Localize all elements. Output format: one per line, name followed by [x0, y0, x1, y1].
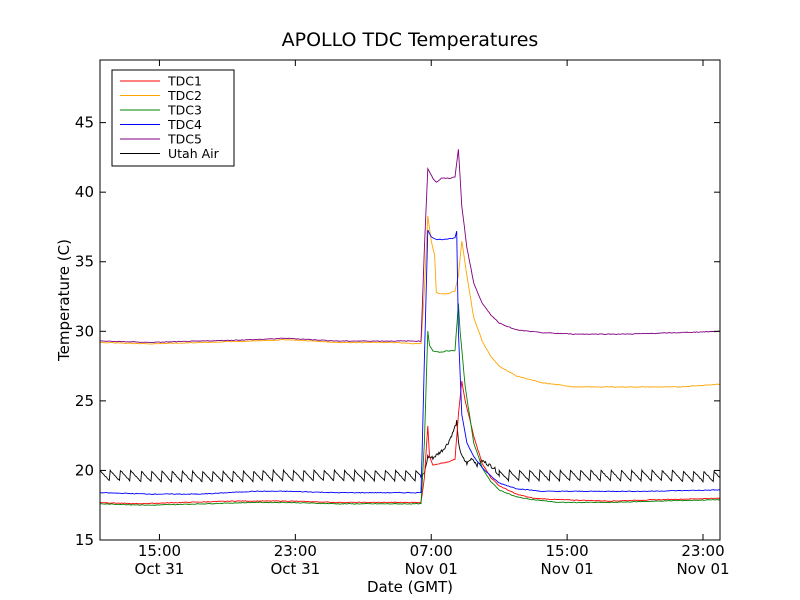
x-tick-label-date: Nov 01	[405, 560, 458, 578]
x-tick-label-time: 15:00	[546, 542, 589, 560]
series-line-tdc1	[100, 381, 720, 505]
series-line-tdc5	[100, 149, 720, 344]
legend-label-utah-air: Utah Air	[168, 146, 220, 161]
series-line-tdc4	[100, 229, 720, 495]
y-axis-label: Temperature (C)	[55, 239, 73, 362]
x-tick-label-time: 23:00	[681, 542, 724, 560]
x-tick-label-date: Oct 31	[270, 560, 320, 578]
legend-label-tdc5: TDC5	[167, 132, 202, 147]
x-tick-label-time: 15:00	[138, 542, 181, 560]
chart-title: APOLLO TDC Temperatures	[282, 29, 539, 51]
plot-lines	[100, 149, 720, 506]
legend-label-tdc3: TDC3	[167, 103, 202, 118]
x-tick-label-date: Nov 01	[541, 560, 594, 578]
plot-frame	[99, 59, 721, 541]
legend-label-tdc1: TDC1	[167, 74, 202, 89]
y-tick-label: 40	[75, 183, 94, 201]
y-tick-label: 30	[75, 322, 94, 340]
series-line-utah-air	[100, 420, 720, 484]
x-tick-label-date: Nov 01	[676, 560, 729, 578]
x-tick-label-time: 23:00	[274, 542, 317, 560]
x-axis-label: Date (GMT)	[367, 578, 453, 596]
legend-box	[111, 69, 235, 167]
x-tick-label-time: 07:00	[410, 542, 453, 560]
legend-label-tdc4: TDC4	[167, 117, 202, 132]
y-tick-label: 15	[75, 531, 94, 549]
series-line-tdc3	[100, 303, 720, 506]
y-tick-label: 35	[75, 253, 94, 271]
legend-label-tdc2: TDC2	[167, 88, 202, 103]
y-tick-label: 25	[75, 392, 94, 410]
y-tick-label: 20	[75, 461, 94, 479]
series-line-tdc2	[100, 215, 720, 388]
x-tick-label-date: Oct 31	[135, 560, 185, 578]
y-tick-label: 45	[75, 114, 94, 132]
